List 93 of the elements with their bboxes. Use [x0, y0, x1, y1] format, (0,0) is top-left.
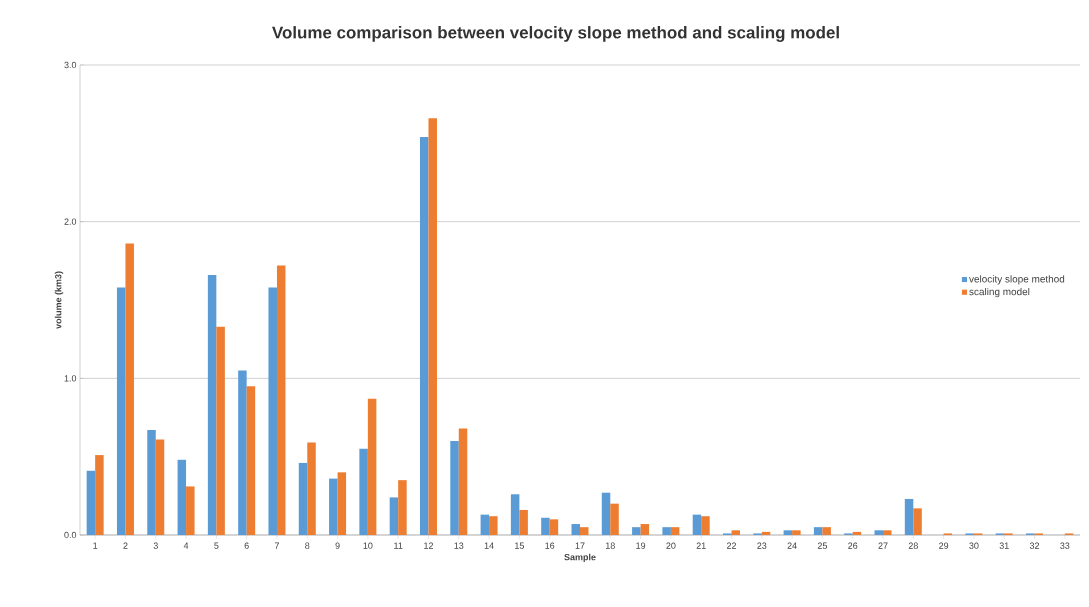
- bar: [480, 514, 490, 535]
- bar: [276, 265, 286, 535]
- bar: [913, 508, 922, 535]
- bar: [389, 497, 399, 535]
- x-tick-label: 12: [424, 542, 433, 549]
- bar: [904, 498, 914, 535]
- x-tick-label: 21: [696, 542, 706, 549]
- x-tick-label: 26: [848, 542, 858, 549]
- bar: [419, 137, 429, 535]
- legend-label: velocity slope method: [969, 275, 1065, 285]
- x-tick-label: 6: [244, 542, 249, 549]
- x-tick-label: 27: [878, 542, 888, 549]
- bar: [783, 530, 793, 535]
- bar: [640, 524, 650, 535]
- x-tick-label: 28: [908, 542, 918, 549]
- bar: [541, 517, 550, 535]
- legend-label: scaling model: [969, 287, 1030, 298]
- bar: [428, 118, 437, 535]
- bar: [155, 439, 165, 535]
- bar: [177, 459, 187, 535]
- x-tick-label: 17: [575, 542, 585, 549]
- bar: [692, 514, 702, 535]
- bar: [95, 455, 104, 535]
- x-tick-label: 14: [484, 542, 494, 549]
- x-tick-label: 22: [726, 542, 737, 549]
- x-tick-label: 29: [939, 542, 949, 549]
- bar: [207, 274, 217, 535]
- bar: [307, 442, 316, 535]
- y-tick-label: 0.0: [64, 531, 77, 539]
- bar: [822, 527, 831, 535]
- bar: [883, 530, 892, 535]
- x-tick-label: 23: [757, 542, 767, 549]
- bar: [571, 524, 580, 535]
- y-tick-label: 1.0: [64, 375, 77, 382]
- y-tick-label: 3.0: [64, 61, 77, 69]
- bar: [125, 243, 134, 535]
- x-axis-title: Sample: [564, 553, 596, 563]
- bar: [610, 503, 619, 535]
- bar: [489, 516, 498, 535]
- bar: [519, 509, 528, 535]
- x-tick-label: 3: [153, 542, 158, 549]
- bar: [398, 480, 407, 535]
- y-axis-title: volume (km3): [54, 271, 64, 329]
- x-tick-label: 20: [666, 542, 676, 549]
- bar: [549, 519, 559, 535]
- x-tick-label: 16: [545, 542, 555, 549]
- x-tick-label: 30: [969, 542, 979, 549]
- bar: [792, 530, 801, 535]
- bar: [458, 428, 468, 535]
- x-tick-label: 4: [183, 542, 189, 549]
- bar: [246, 386, 256, 535]
- bar: [216, 326, 225, 535]
- bar: [874, 530, 884, 535]
- bar: [367, 398, 377, 535]
- bar: [670, 527, 680, 535]
- bar: [186, 486, 195, 535]
- bar: [579, 527, 589, 535]
- bar: [337, 472, 347, 535]
- bar: [86, 470, 96, 535]
- x-tick-label: 31: [999, 542, 1009, 549]
- bar: [238, 370, 247, 535]
- x-tick-label: 32: [1029, 542, 1040, 549]
- bar: [116, 287, 126, 535]
- x-tick-label: 8: [305, 542, 310, 549]
- x-tick-label: 10: [363, 542, 373, 549]
- bar: [701, 516, 710, 535]
- bar: [813, 527, 823, 535]
- bar: [298, 462, 308, 535]
- bar: [731, 530, 740, 535]
- bar: [662, 527, 671, 535]
- x-tick-label: 7: [274, 542, 279, 549]
- bar: [329, 478, 338, 535]
- x-tick-label: 19: [636, 542, 646, 549]
- x-tick-label: 9: [335, 542, 340, 549]
- bar: [510, 494, 520, 535]
- y-tick-label: 2.0: [64, 218, 77, 225]
- x-tick-label: 2: [123, 542, 128, 549]
- x-tick-label: 24: [787, 542, 797, 549]
- bar: [450, 441, 459, 535]
- bar: [601, 492, 611, 535]
- x-tick-label: 15: [515, 542, 524, 549]
- x-tick-label: 5: [214, 542, 219, 549]
- bar: [268, 287, 277, 535]
- bar: [359, 448, 368, 535]
- bar: [147, 430, 156, 535]
- x-tick-label: 18: [605, 542, 615, 549]
- x-tick-label: 33: [1060, 542, 1070, 549]
- bar: [632, 527, 641, 535]
- x-tick-label: 1: [93, 542, 98, 549]
- x-tick-label: 13: [454, 542, 464, 549]
- x-tick-label: 25: [817, 542, 828, 549]
- x-tick-label: 11: [394, 542, 403, 549]
- chart-title: Volume comparison between velocity slope method and scaling model: [272, 26, 839, 42]
